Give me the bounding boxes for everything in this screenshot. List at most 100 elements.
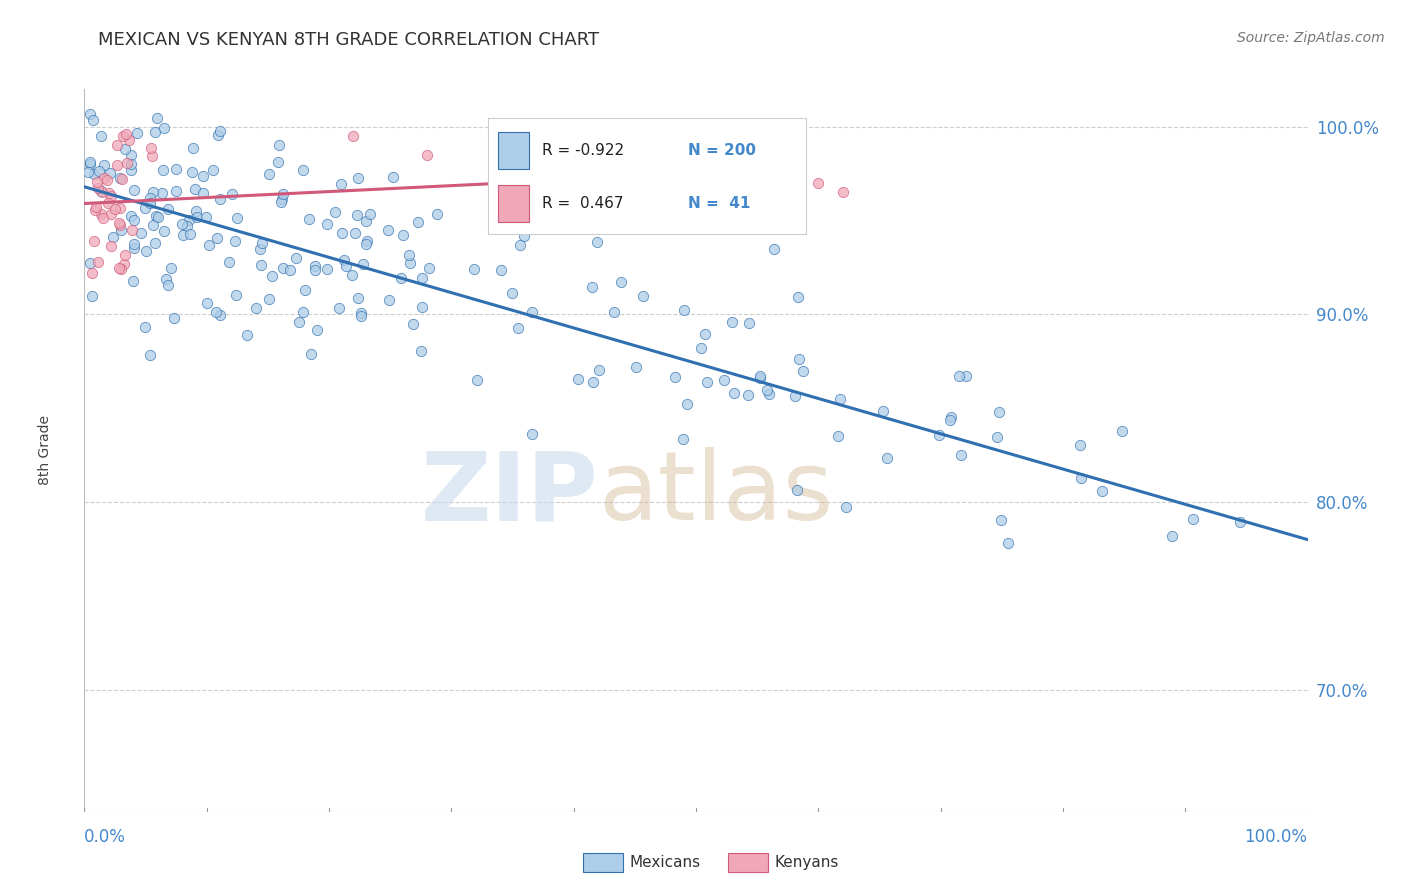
Point (928, 427, 950, 442)
Point (582, 376, 605, 390)
Point (416, 148, 439, 162)
Point (786, 483, 808, 497)
Point (180, 165, 202, 179)
Point (207, 231, 229, 245)
Point (955, 368, 977, 383)
Point (876, 451, 898, 466)
Point (143, 125, 166, 139)
Point (83, 203, 105, 218)
Point (402, 317, 425, 331)
Point (120, 157, 142, 171)
Point (79, 256, 101, 270)
Point (785, 389, 807, 403)
Point (148, 210, 170, 224)
Point (347, 170, 370, 185)
Point (97, 196, 120, 211)
Text: 8th Grade: 8th Grade (38, 416, 52, 485)
Point (382, 170, 405, 185)
Point (142, 218, 165, 232)
Point (391, 227, 413, 242)
Point (737, 388, 759, 402)
Point (696, 375, 718, 389)
Point (156, 202, 179, 217)
Point (82, 112, 104, 127)
Point (110, 170, 132, 185)
Point (354, 214, 377, 228)
Point (181, 141, 204, 155)
Point (723, 386, 745, 401)
Point (226, 211, 249, 226)
Point (138, 348, 160, 362)
Point (939, 410, 962, 425)
Point (150, 186, 173, 201)
Point (508, 321, 530, 335)
Point (122, 183, 145, 197)
Point (713, 373, 735, 387)
Point (195, 210, 218, 224)
Point (603, 305, 626, 319)
Text: Source: ZipAtlas.com: Source: ZipAtlas.com (1237, 31, 1385, 45)
Point (489, 263, 512, 277)
Point (406, 215, 429, 229)
Point (100, 188, 122, 202)
Point (346, 292, 368, 306)
Point (986, 430, 1008, 444)
Point (291, 162, 314, 177)
Point (245, 301, 267, 315)
Point (98, 166, 121, 180)
Point (538, 167, 561, 181)
Point (411, 300, 433, 314)
Point (93, 158, 115, 172)
Point (377, 223, 399, 237)
Point (114, 248, 136, 262)
Point (259, 167, 281, 181)
Point (127, 126, 149, 140)
Point (114, 128, 136, 142)
Point (250, 235, 273, 250)
Point (122, 213, 145, 227)
Point (748, 368, 770, 383)
Point (948, 369, 970, 384)
Point (114, 142, 136, 156)
Point (738, 316, 761, 330)
Point (135, 244, 157, 258)
Point (501, 285, 523, 300)
Point (356, 235, 378, 249)
Point (197, 238, 219, 252)
Point (86, 175, 108, 189)
Point (835, 500, 858, 514)
Point (193, 169, 215, 183)
Point (110, 262, 132, 277)
Point (872, 403, 894, 417)
Point (938, 413, 960, 427)
Point (131, 227, 153, 241)
Point (377, 293, 399, 308)
Point (225, 287, 247, 301)
Point (463, 262, 485, 277)
Point (172, 228, 194, 243)
Point (112, 128, 135, 143)
Text: atlas: atlas (598, 447, 834, 541)
Point (323, 204, 346, 219)
Point (121, 223, 143, 237)
Point (997, 535, 1019, 549)
Point (328, 301, 350, 316)
Point (221, 187, 243, 202)
Point (721, 315, 744, 329)
Point (91, 211, 114, 225)
Point (122, 236, 145, 251)
Point (163, 310, 186, 325)
Point (1161, 529, 1184, 543)
Point (418, 261, 440, 276)
Point (350, 309, 373, 323)
Point (152, 162, 174, 177)
Point (184, 182, 207, 196)
Point (748, 371, 770, 385)
Point (304, 263, 326, 277)
Point (100, 239, 122, 253)
Text: MEXICAN VS KENYAN 8TH GRADE CORRELATION CHART: MEXICAN VS KENYAN 8TH GRADE CORRELATION … (98, 31, 599, 49)
Point (787, 290, 810, 304)
Point (134, 319, 156, 334)
Point (292, 305, 315, 319)
Point (1229, 515, 1251, 529)
